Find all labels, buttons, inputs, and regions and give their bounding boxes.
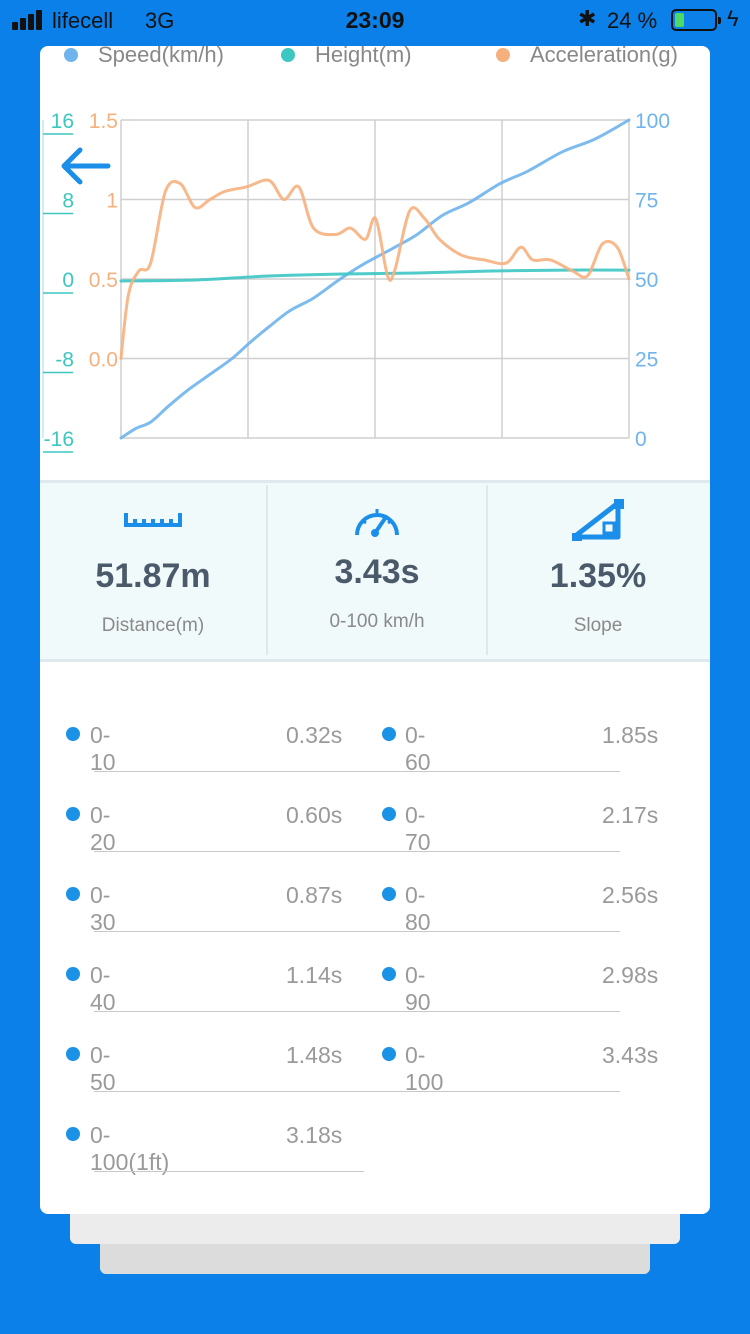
speed-tick-label: 75 (635, 190, 658, 213)
timing-range: 0-40 (90, 962, 116, 1015)
bullet-dot (382, 807, 396, 821)
back-arrow-icon[interactable] (58, 144, 112, 188)
slope-value: 1.35% (549, 557, 647, 595)
slope-stat: 1.35% Slope (488, 483, 708, 659)
timing-range: 0-60 (405, 722, 431, 775)
row-divider (364, 771, 620, 772)
row-divider (94, 931, 364, 932)
stats-divider (486, 485, 488, 655)
distance-label: Distance(m) (101, 615, 205, 636)
speed-tick-label: 25 (635, 349, 658, 372)
ruler-icon (124, 513, 182, 527)
timing-range: 0-90 (405, 962, 431, 1015)
height-tick-label: 0 (62, 269, 74, 292)
timing-range: 0-80 (405, 882, 431, 935)
stats-panel: 51.87m Distance(m) 3.43s 0-100 km/h 1.35… (40, 480, 710, 662)
bullet-dot (382, 887, 396, 901)
timing-value: 2.56s (602, 882, 659, 908)
results-card: Speed(km/h) Height(m) Acceleration(g) 16… (40, 46, 710, 1214)
legend-height-swatch (281, 48, 295, 62)
legend-height: Height(m) (281, 46, 412, 68)
timing-value: 1.48s (286, 1042, 343, 1068)
charging-icon: ϟ (727, 6, 739, 31)
bullet-dot (66, 727, 80, 741)
legend-acceleration-swatch (496, 48, 510, 62)
timing-range: 0-100 (405, 1042, 444, 1095)
acceleration-time-label: 0-100 km/h (329, 611, 425, 632)
carrier-name: lifecell (52, 8, 114, 33)
row-divider (364, 1011, 620, 1012)
timing-range: 0-50 (90, 1042, 116, 1095)
speed-series-line (119, 118, 631, 440)
stats-divider (266, 485, 268, 655)
distance-value: 51.87m (95, 557, 211, 595)
chart-legend: Speed(km/h) Height(m) Acceleration(g) (40, 46, 710, 68)
performance-chart: 16 8 0 -8 -16 1.5 1 0.5 0.0 100 75 50 25 0 (42, 110, 670, 453)
bluetooth-icon: ✱ (578, 6, 597, 31)
bullet-dot (382, 727, 396, 741)
timing-value: 3.43s (602, 1042, 659, 1068)
timing-value: 2.17s (602, 802, 659, 828)
battery-icon (671, 9, 721, 31)
timing-value: 0.32s (286, 722, 343, 748)
bullet-dot (66, 1047, 80, 1061)
acceleration-tick-label: 1.5 (89, 110, 118, 133)
acceleration-tick-label: 0.5 (89, 269, 118, 292)
slope-icon (572, 499, 624, 541)
row-divider (364, 851, 620, 852)
signal-icon (12, 10, 48, 30)
timing-value: 2.98s (602, 962, 659, 988)
speedometer-icon (355, 509, 399, 537)
legend-acceleration: Acceleration(g) (496, 46, 678, 68)
timing-range: 0-100(1ft) (90, 1122, 170, 1175)
height-tick-label: 8 (62, 190, 74, 213)
bullet-dot (66, 807, 80, 821)
row-divider (94, 1011, 364, 1012)
timing-value: 1.14s (286, 962, 343, 988)
height-series-line (119, 268, 631, 283)
timing-value: 3.18s (286, 1122, 343, 1148)
speed-tick-label: 0 (635, 428, 647, 451)
bullet-dot (66, 887, 80, 901)
bullet-dot (382, 1047, 396, 1061)
acceleration-tick-label: 0.0 (89, 349, 118, 372)
row-divider (94, 1091, 364, 1092)
acceleration-time-stat: 3.43s 0-100 km/h (268, 483, 486, 659)
timing-range: 0-20 (90, 802, 116, 855)
height-tick-label: -16 (44, 428, 74, 451)
timing-range: 0-30 (90, 882, 116, 935)
speed-tick-label: 100 (635, 110, 670, 133)
legend-speed-label: Speed(km/h) (98, 46, 224, 67)
acceleration-time-value: 3.43s (334, 553, 420, 591)
legend-acceleration-label: Acceleration(g) (530, 46, 678, 67)
network-type: 3G (145, 8, 175, 33)
row-divider (94, 851, 364, 852)
bullet-dot (66, 967, 80, 981)
distance-stat: 51.87m Distance(m) (40, 483, 266, 659)
row-divider (364, 1091, 620, 1092)
timing-value: 0.60s (286, 802, 343, 828)
row-divider (94, 771, 364, 772)
legend-speed: Speed(km/h) (64, 46, 224, 68)
clock: 23:09 (345, 7, 405, 33)
height-tick-label: -8 (55, 349, 74, 372)
status-bar: lifecell 3G 23:09 ✱ 24 % ϟ (0, 0, 750, 42)
bullet-dot (382, 967, 396, 981)
row-divider (364, 931, 620, 932)
timing-value: 0.87s (286, 882, 343, 908)
bullet-dot (66, 1127, 80, 1141)
speed-tick-label: 50 (635, 269, 658, 292)
acceleration-series-line (119, 178, 631, 360)
timing-range: 0-10 (90, 722, 116, 775)
battery-percentage: 24 % (607, 8, 658, 33)
slope-label: Slope (573, 615, 623, 636)
height-tick-label: 16 (51, 110, 74, 133)
legend-speed-swatch (64, 48, 78, 62)
timing-range: 0-70 (405, 802, 431, 855)
timing-value: 1.85s (602, 722, 659, 748)
row-divider (94, 1171, 364, 1172)
acceleration-tick-label: 1 (106, 190, 118, 213)
legend-height-label: Height(m) (315, 46, 412, 67)
